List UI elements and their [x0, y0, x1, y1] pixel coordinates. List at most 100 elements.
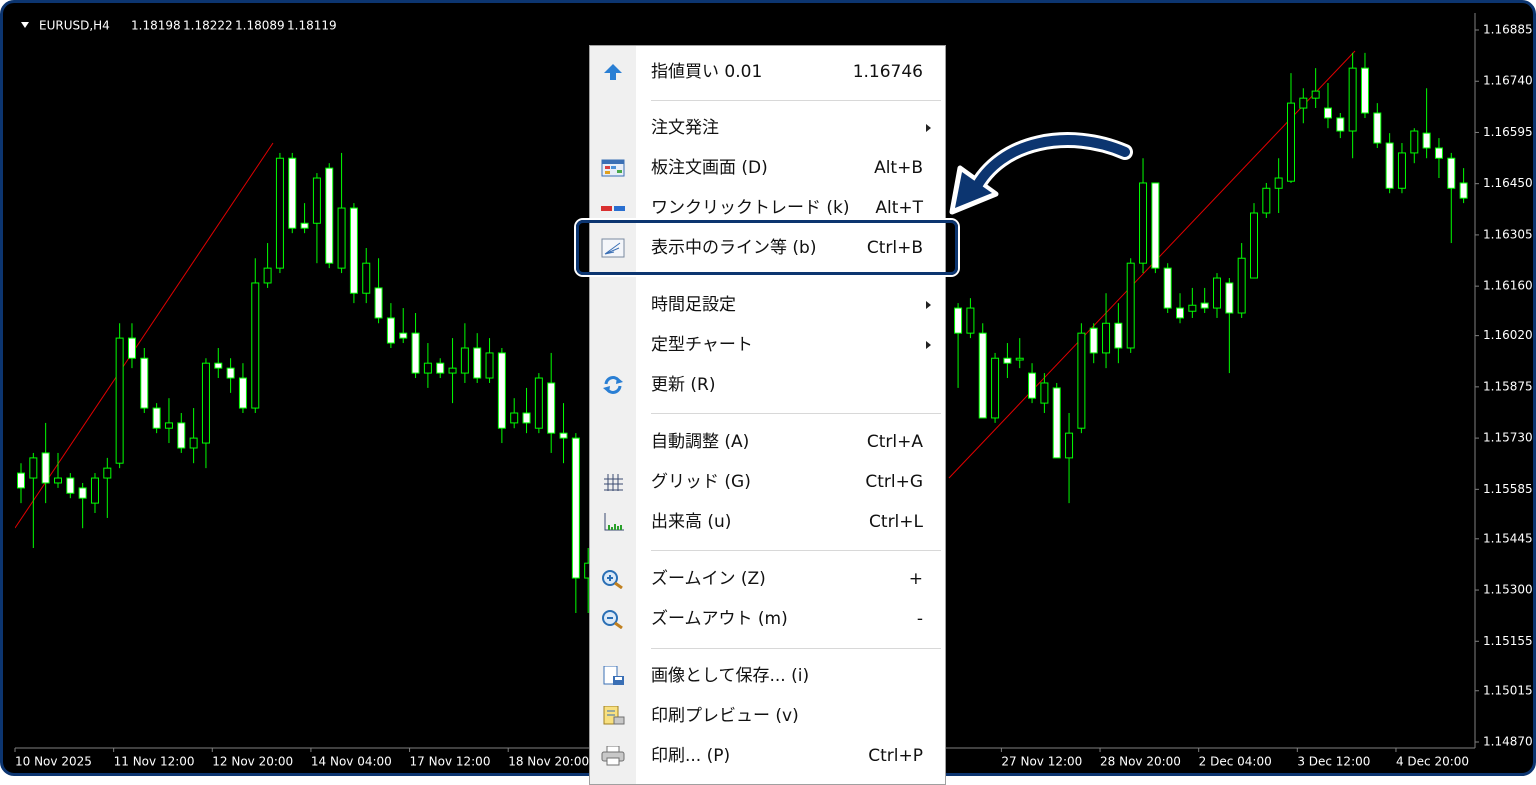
candle-body [275, 157, 284, 269]
candle-body [386, 317, 395, 344]
candle-body [1114, 322, 1123, 349]
menu-label: 画像として保存... (i) [651, 666, 810, 686]
icon-save-image [603, 666, 624, 685]
candle-body [1163, 267, 1172, 309]
menu-label: 印刷... (P) [651, 746, 731, 766]
candle-body [1286, 102, 1295, 182]
icon-grid [604, 474, 623, 491]
candle-body [201, 362, 210, 444]
menu-item[interactable]: 板注文画面 (D) Alt+B [590, 148, 947, 188]
menu-item[interactable]: 時間足設定 [590, 285, 947, 325]
candle-body [29, 457, 38, 479]
candle-body [152, 407, 161, 429]
menu-item[interactable]: グリッド (G) Ctrl+G [590, 462, 947, 502]
dropdown-icon[interactable] [21, 22, 29, 28]
candle-body [522, 412, 531, 424]
candle-body [1336, 117, 1345, 132]
x-tick-label: 10 Nov 2025 [15, 755, 92, 769]
x-tick-label: 12 Nov 20:00 [212, 755, 293, 769]
candle-body [115, 337, 124, 464]
y-tick-label: 1.15585 [1483, 482, 1533, 496]
menu-item[interactable]: 印刷... (P) Ctrl+P [590, 736, 947, 776]
y-tick-label: 1.16160 [1483, 279, 1533, 293]
context-menu: 指値買い 0.01 1.16746 注文発注 板注文画面 (D) Alt+B ワ… [589, 45, 946, 785]
menu-item[interactable]: 更新 (R) [590, 365, 947, 405]
menu-shortcut: Alt+B [874, 158, 923, 178]
menu-item[interactable]: 表示中のライン等 (b) Ctrl+B [590, 228, 947, 268]
icon-one-click [601, 206, 625, 211]
chart: EURUSD,H4 1.18198 1.18222 1.18089 1.1811… [14, 13, 1533, 769]
menu-item[interactable]: 印刷プレビュー (v) [590, 696, 947, 736]
candle-body [1262, 187, 1271, 214]
candle-body [1052, 387, 1061, 459]
menu-item[interactable]: 出来高 (u) Ctrl+L [590, 502, 947, 542]
y-tick-label: 1.15730 [1483, 431, 1533, 445]
menu-label: 時間足設定 [651, 295, 736, 315]
candle-body [1422, 132, 1431, 149]
menu-item[interactable]: 画像として保存... (i) [590, 656, 947, 696]
y-tick-label: 1.16450 [1483, 176, 1533, 190]
candle-body [1089, 327, 1098, 354]
menu-shortcut: Ctrl+L [869, 512, 923, 532]
submenu-arrow [926, 301, 931, 309]
candle-body [78, 487, 87, 499]
candle-body [1040, 382, 1049, 404]
candle-body [547, 382, 556, 434]
candle-body [337, 207, 346, 269]
candle-body [1274, 177, 1283, 189]
menu-item[interactable]: 注文発注 [590, 108, 947, 148]
menu-item[interactable]: ズームアウト (m) - [590, 599, 947, 639]
y-tick-label: 1.16305 [1483, 227, 1533, 241]
y-tick-label: 1.16885 [1483, 22, 1533, 36]
y-tick-label: 1.15155 [1483, 634, 1533, 648]
separator [651, 648, 941, 649]
candle-body [177, 422, 186, 449]
menu-shortcut: Ctrl+G [865, 472, 923, 492]
menu-item[interactable]: ズームイン (Z) + [590, 559, 947, 599]
candle-body [1311, 90, 1320, 99]
menu-shortcut: Ctrl+P [868, 746, 923, 766]
menu-item[interactable]: ワンクリックトレード (k) Alt+T [590, 188, 947, 228]
candle-body [1299, 97, 1308, 109]
candle-body [1176, 307, 1185, 319]
y-tick-label: 1.15445 [1483, 531, 1533, 545]
menu-item[interactable]: 定型チャート [590, 325, 947, 365]
candle-body [288, 157, 297, 229]
candle-body [214, 362, 223, 369]
candle-body [1200, 302, 1209, 309]
menu-shortcut: + [908, 569, 923, 589]
candle-body [1385, 142, 1394, 189]
candle-body [497, 352, 506, 429]
menu-item[interactable]: 自動調整 (A) Ctrl+A [590, 422, 947, 462]
candle-body [238, 377, 247, 409]
y-tick-label: 1.15300 [1483, 583, 1533, 597]
menu-item[interactable]: 指値買い 0.01 1.16746 [590, 52, 947, 92]
symbol: EURUSD,H4 [39, 19, 110, 33]
candle-body [90, 477, 99, 504]
candle-body [411, 332, 420, 374]
trend-line [15, 142, 274, 529]
candle-body [966, 307, 975, 334]
menu-label: 指値買い 0.01 [651, 62, 763, 82]
icon-print [601, 746, 625, 766]
x-tick-label: 27 Nov 12:00 [1001, 755, 1082, 769]
submenu-arrow [926, 124, 931, 132]
candle-body [41, 452, 50, 484]
y-tick-label: 1.14870 [1483, 734, 1533, 748]
separator [651, 276, 941, 277]
separator [651, 100, 941, 101]
candle-body [473, 347, 482, 379]
candle-body [312, 177, 321, 224]
candle-body [1126, 262, 1135, 349]
candle-body [1188, 304, 1197, 312]
candle-body [1077, 332, 1086, 429]
candle-body [1323, 107, 1332, 119]
highlight-box [576, 220, 958, 275]
candle-body [399, 332, 408, 339]
candle-body [571, 437, 580, 579]
menu-label: ズームイン (Z) [651, 569, 766, 589]
candle-body [349, 207, 358, 294]
candle-body [127, 337, 136, 359]
y-tick-label: 1.16595 [1483, 125, 1533, 139]
